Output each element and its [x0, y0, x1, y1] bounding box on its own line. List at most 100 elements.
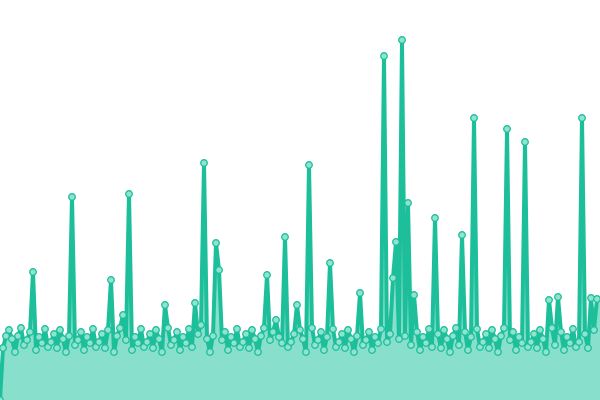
data-point — [575, 338, 583, 346]
data-point — [407, 341, 415, 349]
data-point — [551, 341, 559, 349]
data-point — [14, 332, 22, 340]
data-point — [200, 159, 208, 167]
data-point — [17, 324, 25, 332]
data-point — [0, 344, 7, 352]
data-point — [86, 339, 94, 347]
data-point — [443, 335, 451, 343]
data-point — [275, 333, 283, 341]
data-point — [545, 296, 553, 304]
data-point — [428, 343, 436, 351]
data-point — [362, 336, 370, 344]
data-point — [173, 328, 181, 336]
data-point — [335, 338, 343, 346]
data-point — [320, 346, 328, 354]
data-point — [164, 324, 172, 332]
data-point — [161, 301, 169, 309]
data-point — [314, 336, 322, 344]
data-point — [134, 339, 142, 347]
data-point — [368, 346, 376, 354]
data-point — [110, 348, 118, 356]
data-point — [50, 330, 58, 338]
data-point — [119, 311, 127, 319]
data-point — [377, 325, 385, 333]
data-point — [584, 344, 592, 352]
data-point — [395, 335, 403, 343]
data-point — [434, 330, 442, 338]
data-point — [41, 325, 49, 333]
data-point — [35, 333, 43, 341]
data-point — [422, 339, 430, 347]
data-point — [62, 348, 70, 356]
data-point — [128, 346, 136, 354]
data-point — [197, 321, 205, 329]
data-point — [365, 328, 373, 336]
data-point — [137, 325, 145, 333]
data-point — [413, 328, 421, 336]
data-point — [203, 335, 211, 343]
data-point — [101, 344, 109, 352]
data-point — [425, 325, 433, 333]
data-point — [449, 332, 457, 340]
data-point — [389, 274, 397, 282]
data-point — [515, 333, 523, 341]
data-point — [581, 330, 589, 338]
data-point — [494, 348, 502, 356]
data-point — [254, 348, 262, 356]
data-point — [305, 161, 313, 169]
data-point — [260, 324, 268, 332]
data-point — [146, 330, 154, 338]
data-point — [488, 326, 496, 334]
data-point — [548, 324, 556, 332]
data-point — [29, 268, 37, 276]
data-point — [239, 338, 247, 346]
data-point — [263, 271, 271, 279]
data-point — [482, 330, 490, 338]
data-point — [452, 324, 460, 332]
data-point — [566, 339, 574, 347]
data-point — [80, 346, 88, 354]
data-point — [440, 326, 448, 334]
data-point — [503, 125, 511, 133]
data-point — [401, 332, 409, 340]
data-point — [461, 328, 469, 336]
data-point — [371, 333, 379, 341]
data-point — [188, 343, 196, 351]
data-point — [56, 326, 64, 334]
data-point — [83, 333, 91, 341]
data-point — [113, 332, 121, 340]
data-point — [152, 326, 160, 334]
data-point — [149, 344, 157, 352]
data-point — [446, 348, 454, 356]
data-point — [506, 336, 514, 344]
data-point — [458, 231, 466, 239]
data-point — [77, 328, 85, 336]
data-point — [47, 338, 55, 346]
data-point — [65, 332, 73, 340]
data-point — [194, 330, 202, 338]
data-point — [563, 333, 571, 341]
data-point — [287, 338, 295, 346]
data-point — [341, 344, 349, 352]
data-point — [416, 346, 424, 354]
data-point — [509, 328, 517, 336]
data-point — [296, 326, 304, 334]
data-point — [470, 114, 478, 122]
data-point — [338, 330, 346, 338]
data-point — [209, 332, 217, 340]
data-point — [182, 339, 190, 347]
data-point — [329, 325, 337, 333]
data-point — [302, 348, 310, 356]
data-point — [11, 348, 19, 356]
data-point — [569, 325, 577, 333]
data-point — [53, 344, 61, 352]
data-point — [578, 114, 586, 122]
data-point — [218, 336, 226, 344]
data-point — [497, 332, 505, 340]
data-point — [266, 336, 274, 344]
data-point — [26, 328, 34, 336]
data-point — [32, 346, 40, 354]
data-point — [179, 333, 187, 341]
data-point — [227, 333, 235, 341]
data-point — [326, 259, 334, 267]
